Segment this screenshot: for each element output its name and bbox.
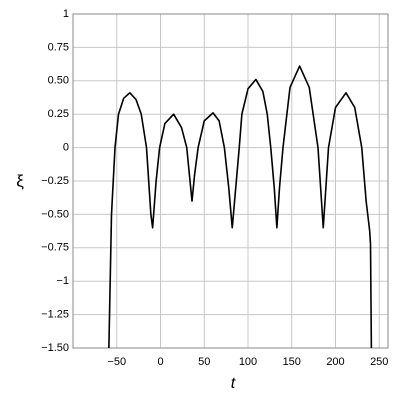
- line-series: [108, 65, 373, 349]
- y-axis-label: ξ: [16, 171, 24, 190]
- x-tick-label: 50: [198, 356, 210, 368]
- y-tick-label: −0.75: [41, 242, 69, 254]
- y-tick-label: 1: [63, 8, 69, 20]
- x-tick-label: 250: [370, 356, 388, 368]
- y-tick-label: −1.25: [41, 309, 69, 321]
- x-tick-label: 0: [157, 356, 163, 368]
- plot-frame: [72, 13, 389, 349]
- y-tick-label: 0.75: [48, 41, 69, 53]
- y-tick-label: −0.25: [41, 175, 69, 187]
- y-tick-label: 0.50: [48, 75, 69, 87]
- y-tick-label: 0: [63, 142, 69, 154]
- x-tick-label: 150: [283, 356, 301, 368]
- x-tick-label: −50: [107, 356, 126, 368]
- y-tick-label: −1: [56, 275, 69, 287]
- y-tick-label: −0.50: [41, 208, 69, 220]
- x-tick-label: 200: [326, 356, 344, 368]
- y-tick-label: 0.25: [48, 108, 69, 120]
- y-tick-label: −1.50: [41, 342, 69, 354]
- x-axis-label: t: [231, 375, 236, 392]
- x-tick-label: 100: [239, 356, 257, 368]
